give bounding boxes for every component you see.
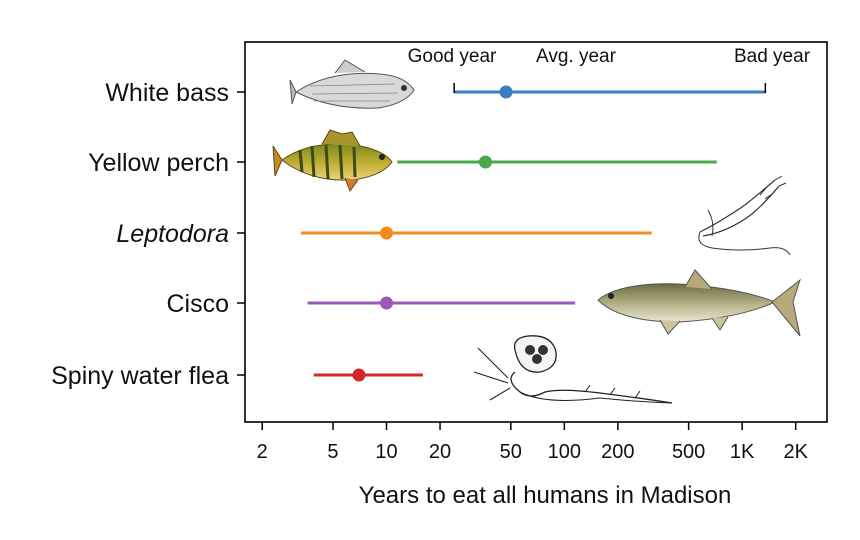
category-label: Spiny water flea [51,362,229,390]
x-tick-label: 1K [730,441,755,463]
category-label: Cisco [166,290,229,318]
x-tick-label: 100 [548,441,581,463]
annotation-avg-year: Avg. year [536,46,617,67]
x-tick-label: 200 [601,441,634,463]
x-tick-label: 2 [257,441,268,463]
annotation-bad-year: Bad year [734,46,811,67]
x-tick-label: 5 [327,441,338,463]
mid-point [380,296,394,310]
x-tick-label: 20 [429,441,451,463]
category-label: Yellow perch [88,149,229,177]
interval-marks [300,83,767,382]
mid-point [478,155,492,169]
spiny-water-flea-illustration [473,335,673,404]
x-tick-label: 50 [500,441,522,463]
annotation-good-year: Good year [408,46,497,67]
x-axis: 2 5 10 20 50 100 200 500 1K 2K [257,422,809,463]
category-label: Leptodora [116,220,229,248]
mid-point [499,85,513,99]
good-bad-annotations: Good year Avg. year Bad year [408,46,811,67]
x-axis-title: Years to eat all humans in Madison [359,482,732,509]
x-tick-label: 10 [375,441,397,463]
leptodora-illustration [688,171,792,261]
yellow-perch-illustration [272,129,393,193]
x-tick-label: 2K [783,441,808,463]
mid-point [352,368,366,382]
cisco-illustration [593,265,805,343]
mid-point [380,226,394,240]
x-tick-label: 500 [672,441,705,463]
plot-frame [244,41,828,423]
y-axis: White bass Yellow perch Leptodora Cisco Spin… [51,79,245,390]
category-label: White bass [105,79,229,107]
white-bass-illustration [289,56,419,126]
